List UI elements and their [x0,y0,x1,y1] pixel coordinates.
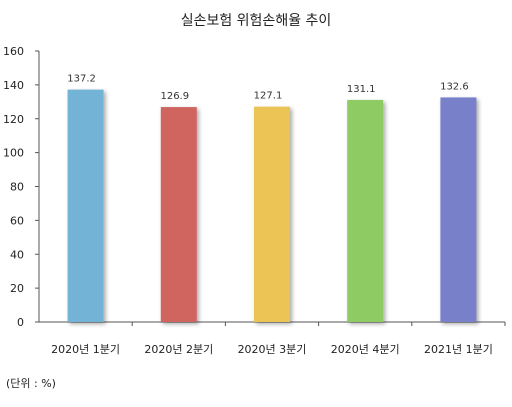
category-label: 2021년 1분기 [424,343,493,356]
unit-note: (단위 : %) [6,377,56,390]
data-label: 127.1 [254,91,283,102]
bar [440,97,477,322]
bar [67,89,104,323]
data-label: 126.9 [160,91,189,102]
data-label: 137.2 [67,74,96,85]
y-tick-label: 120 [3,113,24,126]
chart-title: 실손보험 위험손해율 추이 [181,13,332,29]
category-label: 2020년 2분기 [144,343,213,356]
y-tick-label: 20 [10,282,24,295]
y-tick-label: 0 [17,316,24,329]
data-label: 132.6 [440,81,469,92]
category-label: 2020년 4분기 [331,343,400,356]
bar [160,107,197,322]
y-tick-label: 60 [10,214,24,227]
y-tick-label: 140 [3,79,24,92]
bar [347,99,384,322]
bar [254,106,290,323]
y-tick-label: 100 [3,147,24,160]
y-tick-label: 80 [10,181,24,194]
category-label: 2020년 3분기 [238,343,307,356]
category-label: 2020년 1분기 [51,343,120,356]
y-tick-label: 40 [10,248,24,261]
data-label: 131.1 [347,84,376,95]
y-tick-label: 160 [3,45,24,58]
